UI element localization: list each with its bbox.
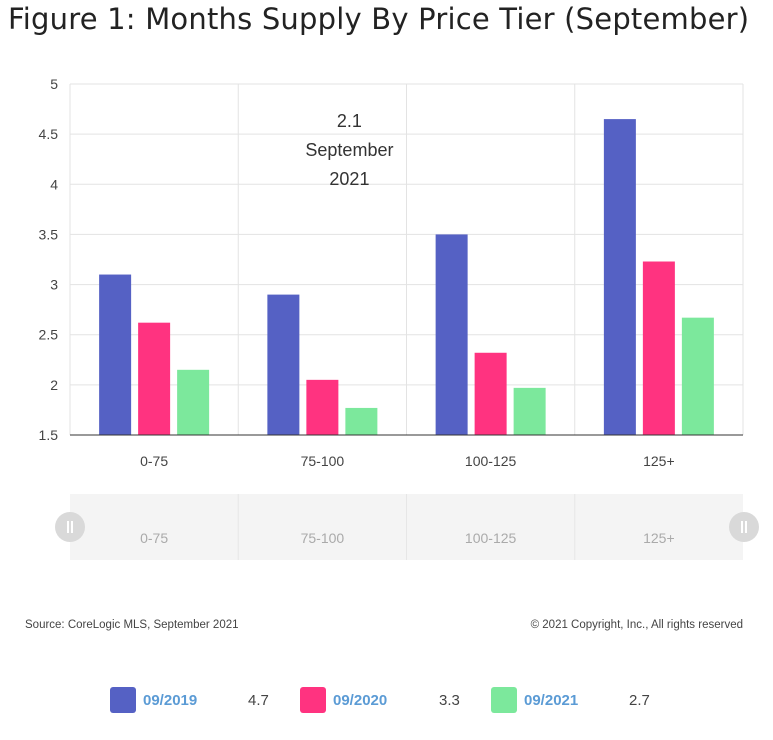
bar-09-2021-100-125 xyxy=(513,387,546,435)
legend-swatch-2020[interactable] xyxy=(300,687,326,713)
legend-swatch-2021[interactable] xyxy=(491,687,517,713)
legend-label-2019[interactable]: 09/2019 xyxy=(143,692,198,709)
legend-label-2020[interactable]: 09/2020 xyxy=(333,692,388,709)
y-tick-label: 3.5 xyxy=(39,226,59,242)
annotation-text: 2021 xyxy=(329,169,369,189)
y-tick-label: 4 xyxy=(50,176,58,192)
legend: 09/2019 4.7 09/2020 3.3 09/2021 2.7 xyxy=(0,686,773,720)
x-tick-label: 0-75 xyxy=(140,453,168,469)
x-tick-label: 125+ xyxy=(643,453,675,469)
y-tick-label: 5 xyxy=(50,76,58,92)
bar-09-2019-125+ xyxy=(603,119,636,435)
legend-swatch-2019[interactable] xyxy=(110,687,136,713)
navigator-label: 75-100 xyxy=(301,530,345,546)
legend-value-2019: 4.7 xyxy=(248,692,269,709)
annotation-text: September xyxy=(305,140,393,160)
y-tick-label: 2 xyxy=(50,377,58,393)
navigator-right-handle[interactable] xyxy=(729,512,759,542)
x-tick-label: 75-100 xyxy=(301,453,345,469)
bar-09-2021-0-75 xyxy=(177,369,210,435)
bar-09-2020-125+ xyxy=(642,261,675,435)
bar-09-2021-75-100 xyxy=(345,407,378,435)
x-tick-label: 100-125 xyxy=(465,453,517,469)
chart-title: Figure 1: Months Supply By Price Tier (S… xyxy=(8,2,750,36)
legend-label-2021[interactable]: 09/2021 xyxy=(524,692,579,709)
bar-09-2020-100-125 xyxy=(474,352,507,435)
bar-09-2019-100-125 xyxy=(435,234,468,435)
bar-09-2019-75-100 xyxy=(267,294,300,435)
bar-chart: 1.5 2 2.5 3 3.5 4 4.5 5 2.1 September 2021 0-75 75-1… xyxy=(39,76,744,560)
bar-09-2020-75-100 xyxy=(306,379,339,435)
y-tick-label: 1.5 xyxy=(39,427,59,443)
navigator-label: 0-75 xyxy=(140,530,168,546)
source-note: Source: CoreLogic MLS, September 2021 xyxy=(25,619,239,631)
y-tick-label: 2.5 xyxy=(39,327,59,343)
navigator-label: 125+ xyxy=(643,530,675,546)
bar-09-2020-0-75 xyxy=(138,322,171,435)
legend-value-2020: 3.3 xyxy=(439,692,460,709)
bar-09-2021-125+ xyxy=(681,317,714,435)
y-tick-label: 3 xyxy=(50,277,58,293)
annotation-text: 2.1 xyxy=(337,111,362,131)
y-tick-label: 4.5 xyxy=(39,126,59,142)
navigator-label: 100-125 xyxy=(465,530,517,546)
navigator-left-handle[interactable] xyxy=(55,512,85,542)
bar-09-2019-0-75 xyxy=(99,274,132,435)
legend-value-2021: 2.7 xyxy=(629,692,650,709)
copyright-note: © 2021 Copyright, Inc., All rights reser… xyxy=(530,619,743,631)
